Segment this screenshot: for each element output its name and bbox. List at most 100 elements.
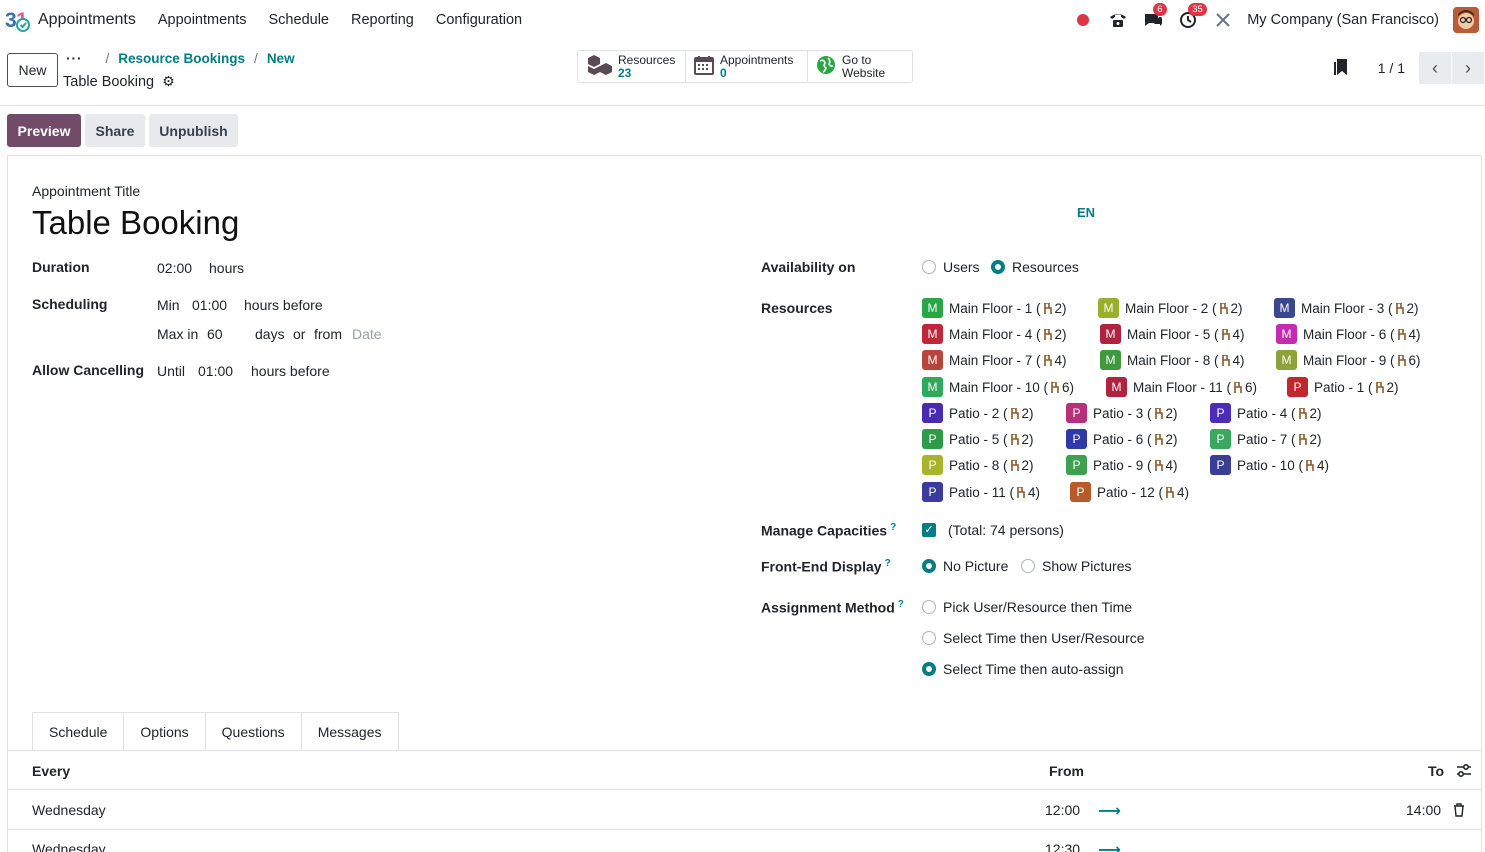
gear-icon[interactable]: ⚙: [162, 73, 175, 89]
resource-tag[interactable]: P Patio - 12 (4): [1070, 482, 1189, 502]
tools-icon[interactable]: [1212, 9, 1234, 31]
display-no-picture-radio[interactable]: [922, 559, 936, 573]
assign-auto-radio[interactable]: [922, 662, 936, 676]
resource-tag[interactable]: M Main Floor - 5 (4): [1100, 324, 1245, 344]
activities-clock-icon[interactable]: 35: [1177, 3, 1207, 31]
assign-time-then-user-label[interactable]: Select Time then User/Resource: [943, 630, 1145, 646]
scheduling-min-input[interactable]: 01:00: [192, 297, 228, 313]
share-button[interactable]: Share: [85, 114, 145, 147]
resource-tag[interactable]: P Patio - 3 (2): [1066, 403, 1178, 423]
resources-smart-button[interactable]: Resources 23: [578, 51, 686, 82]
menu-reporting[interactable]: Reporting: [350, 12, 414, 28]
menu-configuration[interactable]: Configuration: [435, 12, 523, 28]
language-toggle[interactable]: EN: [1077, 205, 1096, 220]
resource-capacity: 2): [1021, 431, 1034, 447]
user-avatar[interactable]: [1453, 7, 1479, 33]
trash-icon[interactable]: [1453, 803, 1465, 820]
tab-schedule[interactable]: Schedule: [32, 712, 125, 751]
assign-pick-user-label[interactable]: Pick User/Resource then Time: [943, 599, 1133, 615]
resource-tag[interactable]: M Main Floor - 10 (6): [922, 377, 1074, 397]
resource-tag[interactable]: P Patio - 5 (2): [922, 429, 1034, 449]
resource-name: Patio - 2 (: [949, 405, 1008, 421]
resource-tag[interactable]: M Main Floor - 7 (4): [922, 350, 1067, 370]
chair-icon: [1043, 353, 1053, 366]
assign-pick-user-radio[interactable]: [922, 600, 936, 614]
assign-auto-label[interactable]: Select Time then auto-assign: [943, 661, 1124, 677]
bookmark-icon[interactable]: [1333, 58, 1350, 79]
company-switcher[interactable]: My Company (San Francisco): [1247, 12, 1439, 28]
menu-schedule[interactable]: Schedule: [268, 12, 329, 28]
help-icon[interactable]: ?: [897, 599, 904, 610]
resource-tag[interactable]: P Patio - 2 (2): [922, 403, 1034, 423]
pager-previous-icon[interactable]: ‹: [1419, 52, 1451, 84]
scheduling-max-input[interactable]: 60: [207, 326, 223, 342]
resource-tag[interactable]: M Main Floor - 4 (2): [922, 324, 1067, 344]
appointments-smart-button[interactable]: Appointments 0: [686, 51, 808, 82]
tab-questions[interactable]: Questions: [205, 712, 302, 751]
pager-next-icon[interactable]: ›: [1452, 52, 1484, 84]
resource-tag[interactable]: M Main Floor - 8 (4): [1100, 350, 1245, 370]
resource-tag[interactable]: P Patio - 10 (4): [1210, 455, 1329, 475]
availability-resources-label[interactable]: Resources: [1012, 259, 1079, 275]
messages-badge: 6: [1153, 3, 1167, 16]
display-no-picture-label[interactable]: No Picture: [943, 558, 1009, 574]
help-icon[interactable]: ?: [884, 558, 891, 569]
display-show-pictures-radio[interactable]: [1021, 559, 1035, 573]
availability-resources-radio[interactable]: [991, 260, 1005, 274]
resource-tag[interactable]: M Main Floor - 11 (6): [1106, 377, 1257, 397]
column-to[interactable]: To: [1428, 763, 1445, 779]
cancel-until-input[interactable]: 01:00: [198, 363, 234, 379]
assign-time-then-user-radio[interactable]: [922, 631, 936, 645]
resource-tag[interactable]: P Patio - 4 (2): [1210, 403, 1322, 423]
app-brand[interactable]: 3 1 Appointments: [5, 7, 136, 33]
chair-icon: [1016, 485, 1026, 498]
website-stat-value: Website: [842, 65, 886, 80]
resource-tag[interactable]: P Patio - 8 (2): [922, 455, 1034, 475]
column-from[interactable]: From: [1049, 763, 1084, 779]
resource-tag[interactable]: M Main Floor - 3 (2): [1274, 298, 1419, 318]
row-1-from[interactable]: 12:00: [1045, 802, 1081, 818]
manage-capacities-checkbox[interactable]: ✓: [922, 523, 936, 537]
phone-icon[interactable]: [1107, 9, 1129, 31]
row-2-day[interactable]: Wednesday: [32, 841, 106, 852]
record-dot-icon[interactable]: [1072, 9, 1094, 31]
help-icon[interactable]: ?: [890, 522, 897, 533]
scheduling-max-label: Max in: [157, 326, 199, 342]
unpublish-button[interactable]: Unpublish: [149, 114, 238, 147]
tab-messages[interactable]: Messages: [301, 712, 399, 751]
new-button[interactable]: New: [7, 53, 58, 87]
breadcrumb-more-icon[interactable]: ···: [66, 51, 83, 66]
display-show-pictures-label[interactable]: Show Pictures: [1042, 558, 1132, 574]
preview-button[interactable]: Preview: [7, 114, 81, 147]
resource-avatar: M: [922, 298, 943, 318]
pager-value[interactable]: 1 / 1: [1377, 60, 1405, 76]
row-1-day[interactable]: Wednesday: [32, 802, 106, 818]
resource-tag[interactable]: M Main Floor - 1 (2): [922, 298, 1067, 318]
messages-icon[interactable]: 6: [1142, 3, 1167, 31]
column-every[interactable]: Every: [32, 763, 71, 779]
go-to-website-button[interactable]: Go to Website: [808, 51, 912, 82]
resource-tag[interactable]: M Main Floor - 9 (6): [1276, 350, 1421, 370]
resource-name: Patio - 5 (: [949, 431, 1008, 447]
app-name[interactable]: Appointments: [38, 11, 136, 28]
resource-tag[interactable]: M Main Floor - 6 (4): [1276, 324, 1421, 344]
row-1-to[interactable]: 14:00: [1406, 802, 1442, 818]
menu-appointments[interactable]: Appointments: [157, 12, 247, 28]
duration-input[interactable]: 02:00: [157, 260, 193, 276]
availability-users-label[interactable]: Users: [943, 259, 980, 275]
resource-tag[interactable]: P Patio - 7 (2): [1210, 429, 1322, 449]
resource-tag[interactable]: P Patio - 6 (2): [1066, 429, 1178, 449]
resource-tag[interactable]: P Patio - 11 (4): [922, 482, 1040, 502]
breadcrumb-new[interactable]: New: [266, 51, 295, 66]
breadcrumb-resource-bookings[interactable]: Resource Bookings: [118, 51, 246, 66]
scheduling-date-input[interactable]: Date: [352, 326, 382, 342]
appointment-title-input[interactable]: Table Booking: [32, 204, 240, 241]
resource-capacity: 2): [1021, 405, 1034, 421]
resource-tag[interactable]: P Patio - 9 (4): [1066, 455, 1178, 475]
tab-options[interactable]: Options: [124, 712, 206, 751]
availability-users-radio[interactable]: [922, 260, 936, 274]
row-2-from[interactable]: 12:30: [1045, 841, 1081, 852]
resource-tag[interactable]: P Patio - 1 (2): [1287, 377, 1399, 397]
resource-tag[interactable]: M Main Floor - 2 (2): [1098, 298, 1243, 318]
optional-columns-icon[interactable]: [1456, 763, 1472, 782]
